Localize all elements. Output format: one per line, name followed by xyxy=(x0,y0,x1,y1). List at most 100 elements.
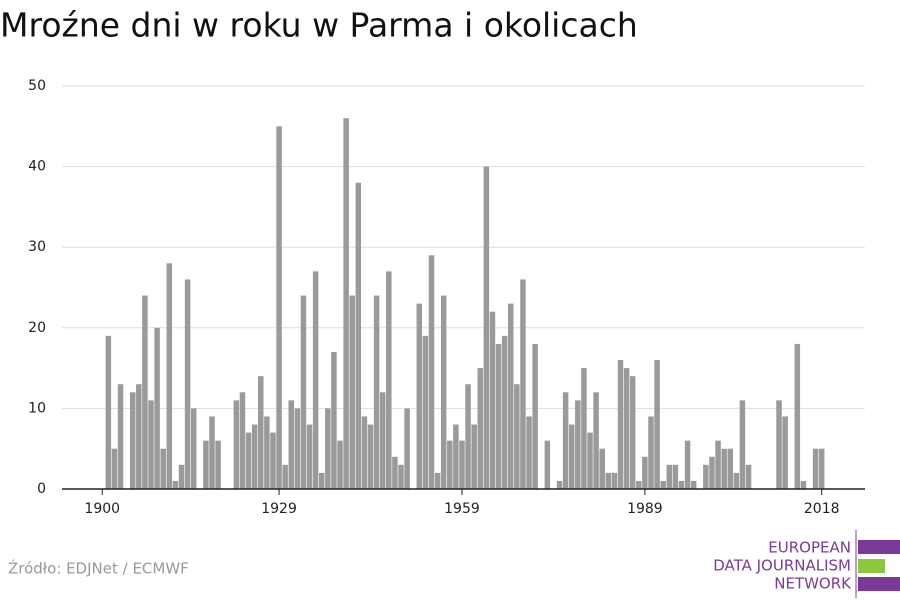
chart-title: Mroźne dni w roku w Parma i okolicach xyxy=(0,6,638,45)
bar xyxy=(276,126,282,490)
bar xyxy=(660,480,666,489)
bar xyxy=(629,376,636,489)
bar xyxy=(605,472,612,489)
bar xyxy=(349,295,355,489)
y-tick-label: 50 xyxy=(28,78,46,94)
bar xyxy=(459,440,465,489)
bar xyxy=(367,424,374,489)
bar xyxy=(495,343,502,489)
bar xyxy=(178,464,185,489)
bar xyxy=(306,424,313,489)
bar xyxy=(245,432,252,489)
bar xyxy=(416,303,423,489)
bar xyxy=(599,448,605,489)
bar xyxy=(727,448,733,489)
bar xyxy=(343,118,349,490)
bar xyxy=(404,408,410,489)
bar xyxy=(501,335,508,489)
bar xyxy=(623,368,630,489)
bar xyxy=(453,424,459,489)
bar xyxy=(148,400,154,489)
bar xyxy=(428,255,435,489)
bar xyxy=(709,456,715,489)
bar xyxy=(172,480,179,489)
bar xyxy=(325,408,331,489)
bar xyxy=(111,448,118,489)
bar xyxy=(477,368,484,489)
bar xyxy=(355,182,362,489)
bar xyxy=(440,295,447,489)
x-tick-label: 2018 xyxy=(804,501,840,517)
bar xyxy=(642,456,648,489)
bar xyxy=(471,424,477,489)
bar xyxy=(215,440,221,489)
bar xyxy=(398,464,404,489)
logo-text: EUROPEAN xyxy=(768,539,851,557)
bar xyxy=(800,480,807,489)
bar xyxy=(611,472,618,489)
bar xyxy=(318,472,325,489)
bar xyxy=(715,440,721,489)
bar xyxy=(361,416,368,489)
bar xyxy=(422,335,429,489)
y-tick-label: 30 xyxy=(28,239,46,255)
bar xyxy=(489,311,496,489)
bar xyxy=(209,416,215,489)
bar xyxy=(721,448,727,489)
source: Źródło: EDJNet / ECMWF xyxy=(8,559,189,578)
bar xyxy=(587,432,593,489)
bar xyxy=(520,279,526,489)
bar xyxy=(465,384,471,489)
bar xyxy=(264,416,270,489)
bar xyxy=(136,384,142,489)
bar xyxy=(379,392,386,489)
bar xyxy=(508,303,514,489)
bar xyxy=(184,279,191,489)
bar xyxy=(666,464,673,489)
logo-bar xyxy=(858,559,885,573)
logo-bar xyxy=(858,540,900,554)
bar xyxy=(562,392,569,489)
bar xyxy=(593,392,599,489)
bar xyxy=(105,335,112,489)
y-tick-label: 0 xyxy=(37,481,46,497)
bar xyxy=(532,343,538,489)
bar xyxy=(258,376,264,489)
bar xyxy=(684,440,691,489)
bar xyxy=(294,408,301,489)
bar xyxy=(526,416,532,489)
bar xyxy=(678,480,685,489)
bar xyxy=(690,480,697,489)
bar xyxy=(312,271,319,489)
bar xyxy=(617,360,624,489)
logo-text: DATA JOURNALISM xyxy=(713,557,851,575)
bar xyxy=(300,295,307,489)
bar xyxy=(160,448,166,489)
bar xyxy=(166,263,173,489)
bar xyxy=(392,456,398,489)
x-tick-label: 1989 xyxy=(627,501,663,517)
y-tick-label: 40 xyxy=(28,159,46,175)
bar xyxy=(818,448,825,489)
bar xyxy=(447,440,453,489)
bar xyxy=(117,384,124,489)
bar xyxy=(733,472,740,489)
bar xyxy=(654,360,660,489)
x-tick-label: 1929 xyxy=(261,501,297,517)
bar xyxy=(129,392,136,489)
logo-text: NETWORK xyxy=(774,575,852,593)
bar xyxy=(636,480,642,489)
bar xyxy=(142,295,148,489)
bar xyxy=(812,448,819,489)
bar xyxy=(782,416,788,489)
bar xyxy=(544,440,551,489)
bar xyxy=(331,351,337,489)
bar xyxy=(386,271,392,489)
bar xyxy=(739,400,746,489)
bar xyxy=(703,464,709,489)
bar xyxy=(745,464,752,489)
y-tick-label: 20 xyxy=(28,320,46,336)
bar xyxy=(373,295,380,489)
bar xyxy=(648,416,654,489)
